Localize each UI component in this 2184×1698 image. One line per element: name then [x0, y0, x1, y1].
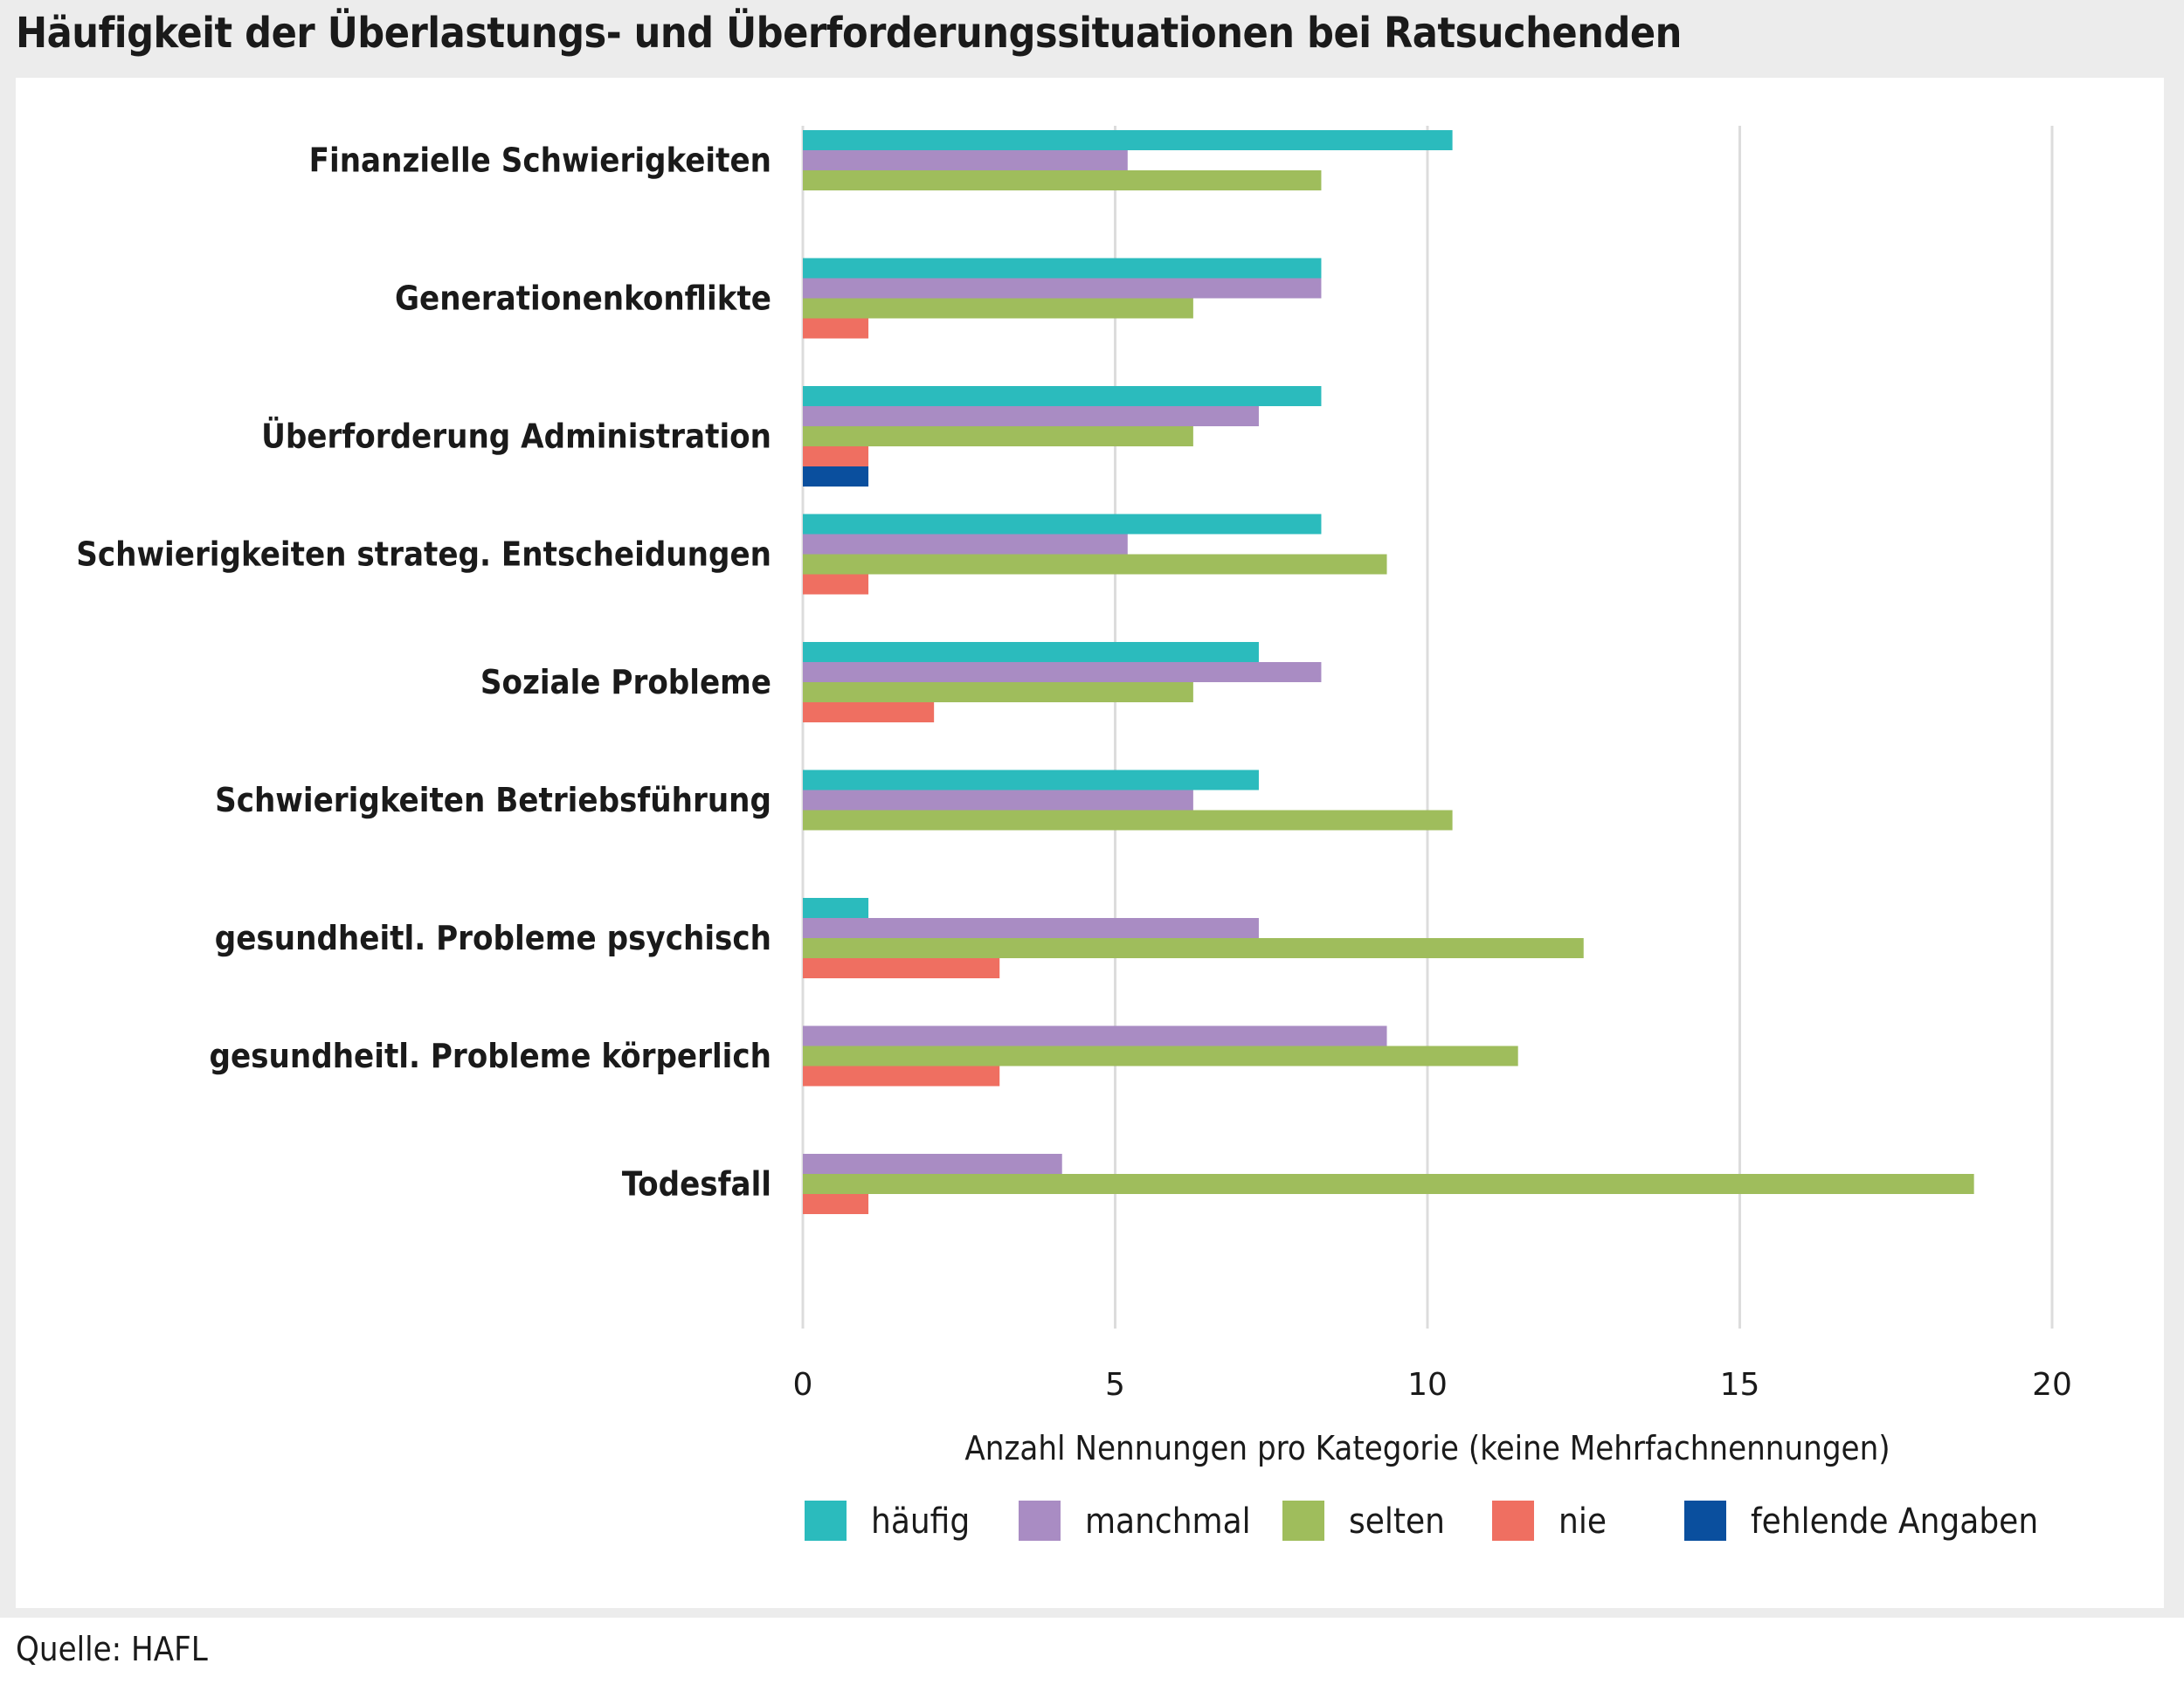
bar-7-manchmal [803, 1025, 1387, 1046]
bar-6-manchmal [803, 918, 1259, 938]
bar-7-selten [803, 1046, 1518, 1066]
legend-swatch-nie [1492, 1501, 1534, 1541]
legend-swatch-manchmal [1019, 1501, 1061, 1541]
legend-swatch-selten [1282, 1501, 1324, 1541]
bar-6-häufig [803, 898, 869, 918]
bar-3-häufig [803, 514, 1322, 535]
category-label: Schwierigkeiten Betriebsführung [215, 781, 771, 819]
bar-0-häufig [803, 130, 1453, 150]
bar-4-manchmal [803, 662, 1322, 682]
category-label: gesundheitl. Probleme psychisch [215, 919, 771, 957]
legend-label: selten [1349, 1501, 1445, 1542]
legend-swatch-häufig [805, 1501, 847, 1541]
bar-5-häufig [803, 770, 1259, 790]
grid-lines [801, 126, 2054, 1329]
bar-1-häufig [803, 258, 1322, 279]
x-tick-label-10: 10 [1407, 1367, 1448, 1403]
category-label: Generationenkonflikte [395, 280, 771, 318]
bar-2-nie [803, 446, 869, 466]
bar-2-fehlende-Angaben [803, 466, 869, 487]
bar-4-häufig [803, 642, 1259, 662]
x-axis-title: Anzahl Nennungen pro Kategorie (keine Me… [964, 1429, 1890, 1467]
bar-0-selten [803, 170, 1322, 190]
legend-label: häufig [871, 1501, 970, 1542]
x-tick-label-5: 5 [1105, 1367, 1125, 1403]
category-label: Überforderung Administration [261, 418, 771, 456]
x-tick-label-15: 15 [1720, 1367, 1760, 1403]
x-tick-label-0: 0 [793, 1367, 813, 1403]
bar-2-selten [803, 426, 1193, 446]
bar-2-manchmal [803, 406, 1259, 426]
bar-8-nie [803, 1194, 869, 1214]
chart-panel: Finanzielle Schwierigkeiten Generationenk… [16, 78, 2164, 1608]
legend-label: fehlende Angaben [1751, 1501, 2038, 1542]
bar-4-nie [803, 702, 935, 722]
bar-2-häufig [803, 386, 1322, 406]
bars [803, 130, 1974, 1214]
page-title: Häufigkeit der Überlastungs- und Überfor… [0, 0, 2184, 73]
bar-chart: Finanzielle Schwierigkeiten Generationenk… [76, 126, 2072, 1542]
category-labels: Finanzielle Schwierigkeiten Generationenk… [76, 142, 771, 1204]
category-label: Finanzielle Schwierigkeiten [309, 142, 771, 180]
source-note: Quelle: HAFL [16, 1630, 208, 1668]
bar-1-nie [803, 318, 869, 339]
bar-3-nie [803, 574, 869, 595]
category-label: Schwierigkeiten strateg. Entscheidungen [76, 535, 771, 574]
bar-5-selten [803, 810, 1453, 831]
bar-3-manchmal [803, 534, 1128, 555]
x-tick-label-20: 20 [2032, 1367, 2072, 1403]
bar-3-selten [803, 554, 1387, 575]
legend-swatch-fehlende-Angaben [1684, 1501, 1726, 1541]
x-axis-ticks: 0 5 10 15 20 [793, 1367, 2072, 1403]
category-label: gesundheitl. Probleme körperlich [210, 1037, 771, 1075]
bar-8-manchmal [803, 1154, 1062, 1174]
legend: häufig manchmal selten nie fehlende Angaben [805, 1501, 2038, 1542]
bar-5-manchmal [803, 790, 1193, 811]
legend-label: manchmal [1085, 1501, 1251, 1542]
bar-6-nie [803, 958, 1000, 978]
chart-frame: Finanzielle Schwierigkeiten Generationenk… [0, 73, 2184, 1618]
legend-label: nie [1559, 1501, 1607, 1542]
bar-4-selten [803, 682, 1193, 702]
bar-1-selten [803, 298, 1193, 319]
bar-1-manchmal [803, 278, 1322, 299]
bar-8-selten [803, 1174, 1974, 1194]
category-label: Todesfall [622, 1165, 771, 1204]
category-label: Soziale Probleme [480, 663, 771, 701]
bar-6-selten [803, 938, 1584, 958]
bar-0-manchmal [803, 150, 1128, 170]
bar-7-nie [803, 1066, 1000, 1087]
